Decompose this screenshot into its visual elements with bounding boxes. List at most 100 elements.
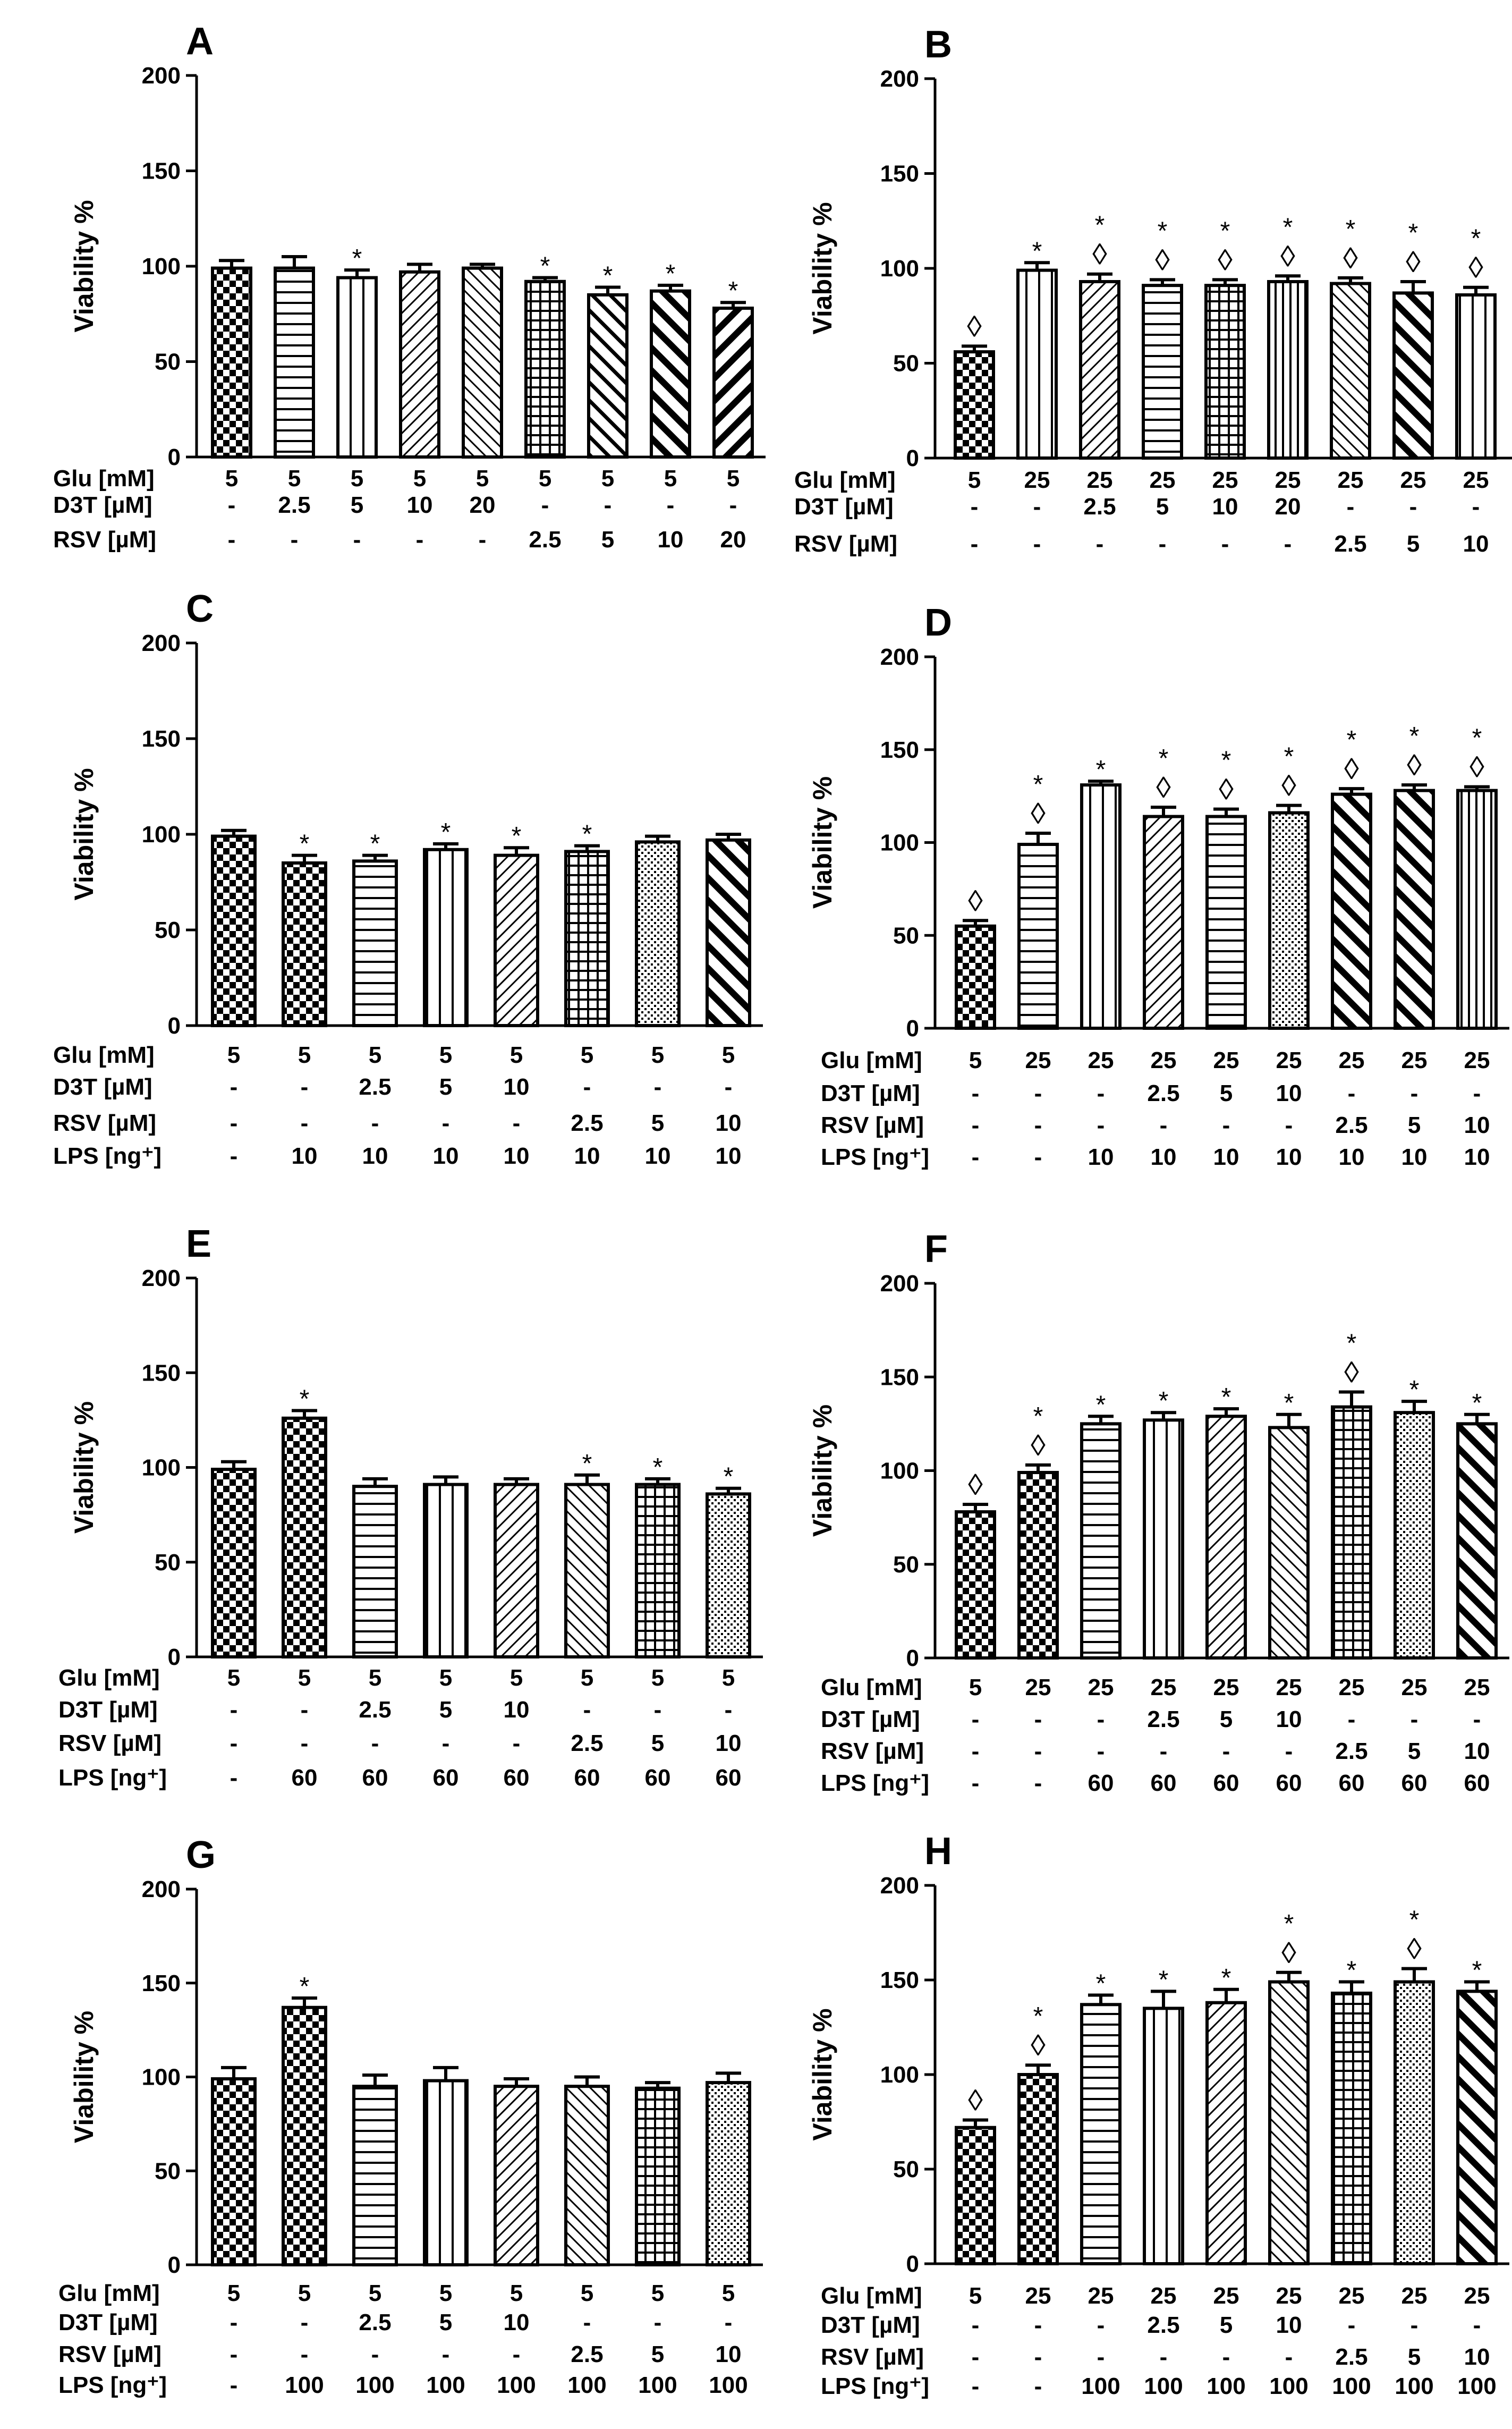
- row-cell: -: [1034, 2344, 1042, 2370]
- diamond-marker: ◊: [968, 2083, 983, 2117]
- row-cell: 25: [1339, 2283, 1365, 2309]
- star-marker: *: [1158, 217, 1168, 245]
- diamond-marker: ◊: [1468, 251, 1483, 284]
- row-cell: -: [1034, 1738, 1042, 1764]
- row-cell: 60: [433, 1765, 459, 1791]
- row-label: Glu [mM]: [821, 1047, 922, 1073]
- star-marker: *: [1409, 1906, 1420, 1934]
- star-marker: *: [1409, 722, 1420, 750]
- row-cell: -: [230, 2309, 238, 2335]
- row-cell: -: [1097, 2312, 1105, 2338]
- bar: [955, 1510, 996, 1660]
- row-cell: -: [230, 1074, 238, 1100]
- row-cell: -: [1222, 1738, 1230, 1764]
- row-cell: 10: [1463, 531, 1489, 557]
- bar: [1142, 284, 1183, 460]
- diamond-marker: ◊: [1031, 797, 1046, 830]
- row-label: Glu [mM]: [53, 1042, 155, 1068]
- row-cell: 100: [638, 2372, 677, 2398]
- row-cell: 5: [351, 466, 363, 492]
- row-cell: 5: [439, 2309, 452, 2335]
- row-cell: -: [442, 2341, 450, 2367]
- row-cell: 25: [1151, 1674, 1177, 1700]
- row-cell: -: [972, 2312, 980, 2338]
- y-axis-label: Viability %: [808, 1404, 837, 1537]
- row-label: RSV [µM]: [794, 531, 897, 557]
- row-cell: 100: [567, 2372, 606, 2398]
- bar: [352, 859, 398, 1028]
- row-cell: 25: [1464, 1674, 1490, 1700]
- bar: [955, 2126, 996, 2265]
- y-tick-label: 200: [880, 1873, 919, 1899]
- row-cell: -: [1160, 1112, 1168, 1138]
- star-marker: *: [1471, 225, 1481, 253]
- y-tick-label: 100: [880, 256, 919, 282]
- star-marker: *: [352, 244, 362, 273]
- row-cell: -: [583, 2309, 591, 2335]
- row-cell: 10: [658, 527, 684, 553]
- row-cell: -: [972, 2344, 980, 2370]
- y-tick-label: 0: [906, 1015, 919, 1042]
- row-cell: 10: [645, 1143, 671, 1169]
- row-cell: 2.5: [1334, 531, 1366, 557]
- row-cell: 5: [227, 1665, 240, 1691]
- row-cell: -: [729, 492, 737, 518]
- row-cell: -: [513, 1730, 521, 1756]
- row-cell: -: [654, 1074, 662, 1100]
- bar: [1267, 280, 1309, 460]
- row-label: D3T [µM]: [53, 1074, 152, 1100]
- row-cell: 20: [1275, 494, 1301, 520]
- row-cell: -: [1348, 1706, 1356, 1732]
- row-cell: -: [583, 1697, 591, 1723]
- y-tick-label: 150: [880, 1364, 919, 1390]
- star-marker: *: [1409, 1376, 1420, 1404]
- row-cell: 5: [651, 2341, 664, 2367]
- row-cell: 5: [510, 1665, 523, 1691]
- row-cell: -: [1285, 2344, 1293, 2370]
- star-marker: *: [603, 261, 613, 290]
- row-cell: 2.5: [571, 1730, 603, 1756]
- row-cell: 25: [1151, 1047, 1177, 1073]
- star-marker: *: [300, 1973, 310, 2001]
- row-cell: -: [972, 1706, 980, 1732]
- row-label: Glu [mM]: [794, 467, 896, 493]
- row-cell: -: [1034, 1770, 1042, 1796]
- y-tick-label: 50: [893, 2156, 919, 2182]
- row-cell: -: [301, 1697, 309, 1723]
- bar: [494, 2085, 539, 2267]
- bar: [352, 2085, 398, 2267]
- bar: [1456, 1422, 1498, 1660]
- row-cell: 5: [1220, 2312, 1233, 2338]
- y-tick-label: 100: [142, 1455, 181, 1481]
- diamond-marker: ◊: [1218, 243, 1233, 276]
- y-tick-label: 150: [142, 1360, 181, 1386]
- star-marker: *: [1283, 213, 1293, 241]
- row-cell: -: [604, 492, 612, 518]
- row-cell: -: [1034, 2312, 1042, 2338]
- row-cell: 25: [1276, 1047, 1302, 1073]
- row-cell: -: [1097, 1706, 1105, 1732]
- row-cell: 25: [1212, 467, 1238, 493]
- row-cell: 100: [709, 2372, 747, 2398]
- row-label: LPS [ng⁺]: [58, 2372, 167, 2398]
- row-cell: 5: [651, 1665, 664, 1691]
- row-label: RSV [µM]: [821, 1738, 924, 1764]
- row-cell: -: [230, 1765, 238, 1791]
- row-cell: 5: [1220, 1706, 1233, 1732]
- row-cell: 60: [1401, 1770, 1428, 1796]
- row-cell: -: [1411, 2312, 1418, 2338]
- bar: [211, 834, 257, 1027]
- row-label: D3T [µM]: [821, 2312, 920, 2338]
- diamond-marker: ◊: [1343, 241, 1358, 275]
- row-cell: 5: [1156, 494, 1169, 520]
- star-marker: *: [1096, 1969, 1106, 1998]
- row-cell: -: [1096, 531, 1104, 557]
- star-marker: *: [1159, 1387, 1169, 1415]
- y-tick-label: 100: [880, 1458, 919, 1484]
- diamond-marker: ◊: [967, 309, 982, 343]
- row-cell: 5: [581, 1665, 593, 1691]
- y-tick-label: 150: [880, 161, 919, 187]
- y-tick-label: 200: [880, 66, 919, 92]
- y-tick-label: 50: [893, 351, 919, 377]
